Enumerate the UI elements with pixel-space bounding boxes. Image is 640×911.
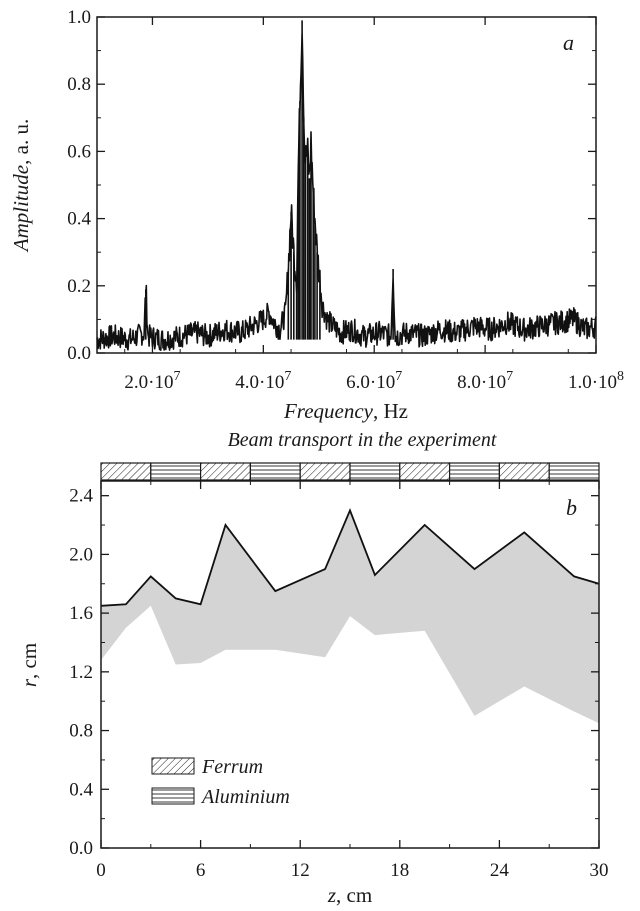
strip-segment-aluminium	[548, 462, 600, 481]
strip-segment-ferrum	[100, 462, 152, 481]
panel-a-x-ticks: 2.0·107 4.0·107 6.0·107 8.0·107 1.0·108	[124, 17, 624, 393]
panel-b-letter: b	[566, 495, 577, 520]
panel-b-x-tick-label: 0	[96, 860, 106, 881]
panel-a-x-tick-label: 8.0·107	[457, 369, 513, 393]
panel-b-outer-radius-line	[100, 508, 600, 607]
panel-a-y-tick-label: 0.6	[67, 141, 91, 162]
legend-ferrum-label: Ferrum	[201, 756, 263, 778]
strip-segment-aluminium	[349, 462, 401, 481]
panel-a-x-axis-label: Frequency, Hz	[283, 399, 408, 423]
panel-b-x-tick-label: 24	[490, 860, 510, 881]
legend: Ferrum Aluminium	[151, 756, 290, 808]
panel-a-x-tick-label: 4.0·107	[235, 369, 291, 393]
panel-a-y-ticks: 0.0 0.2 0.4 0.6 0.8 1.0	[67, 7, 596, 364]
panel-a-y-axis-label: Amplitude, a. u.	[9, 119, 33, 253]
legend-aluminium-swatch	[151, 787, 195, 805]
strip-segment-ferrum	[498, 462, 550, 481]
panel-b-x-tick-label: 30	[590, 860, 609, 881]
panel-b-y-tick-label: 0.8	[69, 721, 93, 742]
strip-segment-ferrum	[399, 462, 451, 481]
panel-b-x-tick-label: 6	[196, 860, 206, 881]
panel-b-y-tick-label: 1.6	[69, 603, 93, 624]
panel-a-y-tick-label: 0.0	[67, 343, 91, 364]
panel-a-y-tick-label: 0.2	[67, 276, 91, 297]
panel-b-x-tick-label: 12	[291, 860, 310, 881]
panel-a-letter: a	[563, 30, 574, 55]
panel-b-y-tick-label: 0.0	[69, 838, 93, 859]
panel-a-x-tick-label: 1.0·108	[568, 369, 624, 393]
material-strip: Beam transport in the experiment	[100, 429, 600, 481]
panel-b-beam-envelope-area	[101, 510, 599, 724]
panel-b-x-tick-label: 18	[390, 860, 409, 881]
panel-a: 0.0 0.2 0.4 0.6 0.8 1.0 2.0·107 4.0·107 6.0·107…	[9, 7, 624, 423]
strip-segment-aluminium	[449, 462, 501, 481]
legend-aluminium-label: Aluminium	[200, 786, 290, 808]
panel-b-x-ticks: 0 6 12 18 24 30	[96, 481, 609, 881]
panel-b-y-tick-label: 1.2	[69, 662, 93, 683]
panel-b-y-tick-label: 2.4	[69, 486, 93, 507]
strip-title: Beam transport in the experiment	[228, 429, 497, 451]
panel-a-y-tick-label: 0.4	[67, 209, 91, 230]
panel-a-frame	[96, 16, 597, 354]
panel-a-y-tick-label: 0.8	[67, 74, 91, 95]
panel-b-x-axis-label: z, cm	[327, 883, 372, 907]
panel-a-y-tick-label: 1.0	[67, 7, 91, 28]
panel-b-y-ticks: 0.0 0.4 0.8 1.2 1.6 2.0 2.4	[69, 486, 599, 859]
panel-a-x-tick-label: 2.0·107	[124, 369, 180, 393]
legend-ferrum-swatch	[151, 757, 195, 775]
strip-segment-ferrum	[299, 462, 351, 481]
panel-b-y-axis-label: r, cm	[17, 643, 41, 687]
panel-b-y-tick-label: 0.4	[69, 779, 93, 800]
strip-segment-ferrum	[200, 462, 252, 481]
strip-segment-aluminium	[249, 462, 301, 481]
strip-segment-aluminium	[150, 462, 202, 481]
panel-b-y-tick-label: 2.0	[69, 544, 93, 565]
panel-a-x-tick-label: 6.0·107	[346, 369, 402, 393]
panel-b: 0.0 0.4 0.8 1.2 1.6 2.0 2.4 0 6 12 18 24 30 b Ferru…	[17, 480, 609, 907]
panel-a-spectrum-line	[96, 20, 597, 351]
